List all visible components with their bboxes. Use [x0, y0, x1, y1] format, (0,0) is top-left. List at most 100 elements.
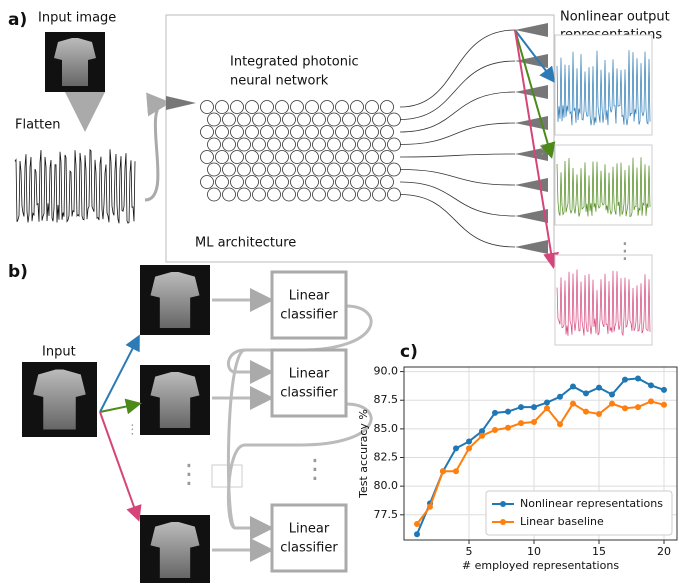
label: Input image	[38, 11, 116, 26]
mesh-node	[366, 101, 379, 114]
mesh-node	[283, 113, 296, 126]
mesh-node	[373, 188, 386, 201]
mesh-node	[276, 151, 289, 164]
mesh-node	[216, 101, 229, 114]
mesh-node	[223, 188, 236, 201]
mesh-node	[321, 151, 334, 164]
output-plots	[555, 35, 652, 345]
classifier-box	[272, 272, 346, 338]
mesh-node	[328, 113, 341, 126]
mesh-node	[306, 126, 319, 139]
mesh-node	[216, 151, 229, 164]
point	[661, 402, 667, 408]
label: Flatten	[15, 118, 61, 133]
classifier-label: Linear	[289, 289, 330, 304]
mesh-node	[201, 101, 214, 114]
mesh-node	[381, 126, 394, 139]
mesh-node	[238, 138, 251, 151]
mesh-node	[276, 126, 289, 139]
x-tick-label: 5	[466, 545, 473, 558]
mesh-node	[238, 113, 251, 126]
classifiers: LinearclassifierLinearclassifierLinearcl…	[272, 272, 346, 571]
label: Integrated photonic	[230, 55, 359, 70]
mesh-node	[283, 188, 296, 201]
mesh-node	[351, 151, 364, 164]
point	[453, 445, 459, 451]
mesh-node	[358, 138, 371, 151]
point	[531, 419, 537, 425]
y-tick-label: 87.5	[374, 393, 399, 406]
mesh-node	[366, 126, 379, 139]
mesh-node	[336, 151, 349, 164]
mesh-node	[268, 113, 281, 126]
mesh-node	[238, 188, 251, 201]
signal	[15, 149, 135, 223]
mesh-node	[201, 126, 214, 139]
mesh-node	[313, 113, 326, 126]
mesh-node	[246, 176, 259, 189]
arrow	[100, 404, 138, 412]
mesh-node	[246, 101, 259, 114]
dots: ⋮	[302, 455, 328, 485]
point	[440, 468, 446, 474]
point	[453, 468, 459, 474]
mesh-node	[358, 163, 371, 176]
point	[557, 394, 563, 400]
point	[414, 521, 420, 527]
mesh-node	[351, 126, 364, 139]
point	[466, 445, 472, 451]
legend-label: Linear baseline	[520, 515, 604, 528]
mesh-node	[321, 101, 334, 114]
point	[518, 404, 524, 410]
mesh-node	[216, 126, 229, 139]
panel-label: b)	[8, 262, 28, 282]
mesh-node	[298, 138, 311, 151]
point	[635, 375, 641, 381]
mesh-node	[373, 113, 386, 126]
mesh-node	[343, 188, 356, 201]
point	[570, 401, 576, 407]
mesh-node	[291, 176, 304, 189]
mesh-node	[298, 163, 311, 176]
point	[635, 404, 641, 410]
classifier-box	[272, 505, 346, 571]
legend-label: Nonlinear representations	[520, 497, 663, 510]
mesh-node	[246, 126, 259, 139]
mesh-node	[283, 138, 296, 151]
label: ML architecture	[195, 236, 296, 251]
mesh-node	[388, 138, 401, 151]
mesh-node	[208, 113, 221, 126]
mesh-node	[223, 138, 236, 151]
mesh-node	[321, 126, 334, 139]
point	[583, 409, 589, 415]
mesh-node	[268, 188, 281, 201]
point	[466, 438, 472, 444]
mesh-node	[313, 163, 326, 176]
mesh-node	[381, 101, 394, 114]
panel-label: c)	[400, 342, 418, 362]
mesh-node	[253, 188, 266, 201]
mesh-node	[328, 188, 341, 201]
y-tick-label: 85.0	[374, 422, 399, 435]
point	[596, 385, 602, 391]
dots: ⋮	[614, 239, 636, 264]
mesh-node	[313, 138, 326, 151]
mesh-node	[231, 101, 244, 114]
mesh-node	[291, 151, 304, 164]
point	[570, 383, 576, 389]
mesh-node	[238, 163, 251, 176]
dots: ⋮	[536, 143, 549, 158]
classifier-label: classifier	[280, 541, 338, 556]
mesh-node	[261, 126, 274, 139]
mesh-node	[201, 176, 214, 189]
thumbnails	[22, 265, 210, 583]
mesh-node	[298, 113, 311, 126]
panel-label: a)	[8, 10, 27, 30]
mesh-node	[223, 163, 236, 176]
mesh-node	[343, 163, 356, 176]
label: Input	[42, 345, 76, 360]
mesh-node	[381, 176, 394, 189]
x-tick-label: 10	[527, 545, 541, 558]
point	[661, 387, 667, 393]
classifier-label: Linear	[289, 522, 330, 537]
